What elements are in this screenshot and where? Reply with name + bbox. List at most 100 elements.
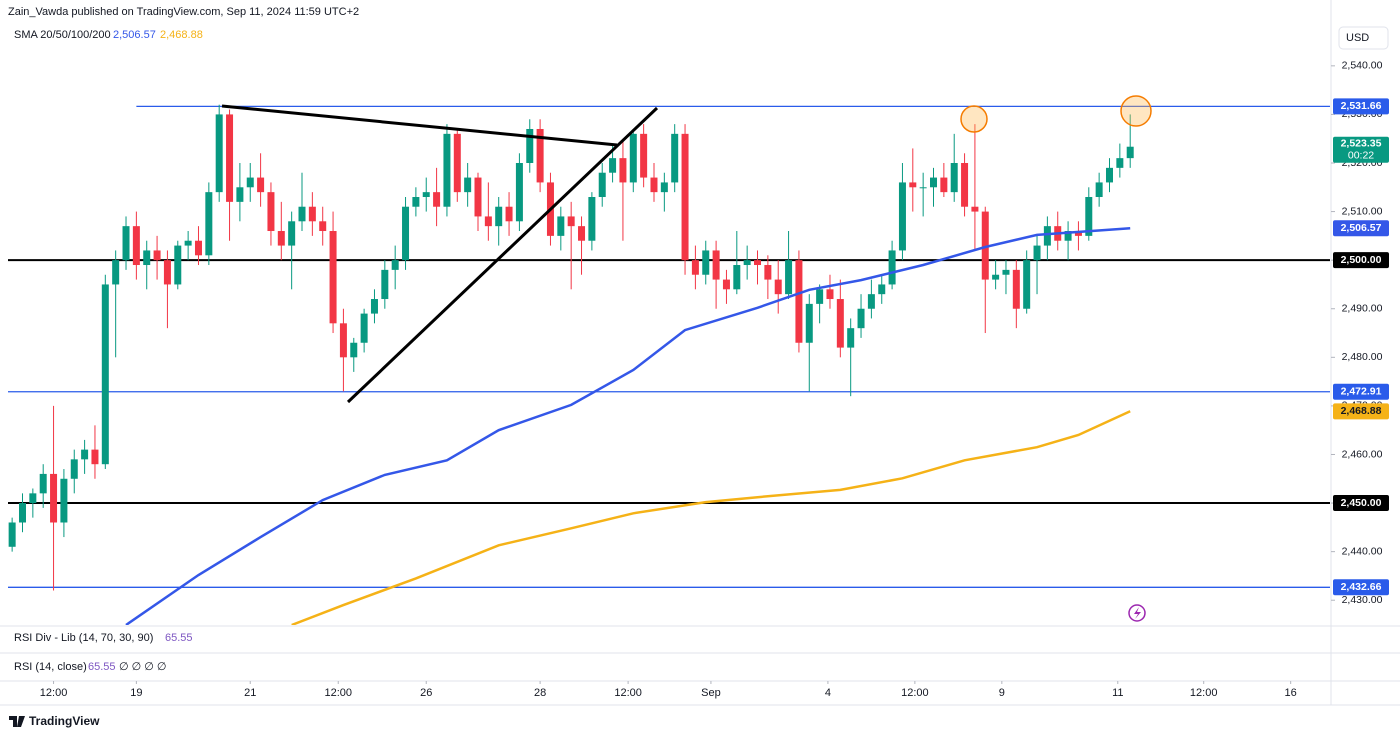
candles [8, 104, 1134, 591]
candle-body [847, 328, 855, 348]
candle-body [609, 158, 617, 173]
candle-body [505, 206, 513, 222]
candle-body [743, 260, 751, 266]
x-tick-label: 12:00 [901, 687, 929, 699]
trend-line [221, 104, 618, 147]
x-tick-label: 28 [534, 687, 546, 699]
x-tick-label: 11 [1112, 687, 1123, 699]
candle-body [412, 197, 420, 207]
x-tick-label: 9 [999, 687, 1005, 699]
y-axis: 2,430.002,440.002,450.002,460.002,470.00… [1331, 60, 1389, 606]
candle-body [495, 206, 503, 227]
alert-icon[interactable] [1128, 604, 1146, 622]
rsi-div-value: 65.55 [165, 632, 193, 644]
currency-box[interactable] [1338, 26, 1389, 50]
y-tick-label: 2,490.00 [1342, 303, 1383, 315]
price-tag-label: 2,468.88 [1341, 405, 1382, 417]
candle-body [163, 260, 171, 285]
candle-body [391, 260, 399, 270]
sma-line [125, 226, 1131, 625]
candle-body [671, 133, 679, 183]
rsi-div-name: RSI Div - Lib (14, 70, 30, 90) [14, 632, 153, 644]
y-tick-label: 2,440.00 [1342, 545, 1383, 557]
price-tag [1333, 98, 1389, 115]
candle-body [1023, 260, 1031, 309]
candle-body [567, 216, 575, 227]
price-tag-label: 2,506.57 [1341, 222, 1382, 234]
candle-body [981, 211, 989, 280]
publisher: Zain_Vawda published on TradingView.com,… [8, 6, 359, 18]
price-tag [1333, 252, 1389, 269]
last-price-tag [1333, 136, 1389, 163]
candle-body [950, 162, 958, 193]
candle-body [878, 284, 886, 295]
candle-body [288, 221, 296, 246]
candle-body [1033, 245, 1041, 261]
candle-body [453, 133, 461, 193]
candle-body [298, 206, 306, 222]
x-tick-label: 16 [1285, 687, 1297, 699]
candle-body [826, 289, 834, 300]
candle-body [619, 158, 627, 183]
x-tick-label: 19 [130, 687, 142, 699]
candle-body [660, 182, 668, 193]
candle-body [857, 308, 865, 329]
x-tick-label: Sep [701, 687, 721, 699]
candle-body [1002, 269, 1010, 275]
x-axis: 12:00 19 21 12:00 26 28 12:00 Sep 4 12:00 9 11 12:00… [40, 681, 1297, 699]
x-tick-label: 12:00 [324, 687, 352, 699]
candle-body [930, 177, 938, 188]
candle-body [971, 206, 979, 212]
rsi-value: 65.55 [88, 661, 116, 673]
candle-body [422, 192, 430, 198]
candle-body [1012, 269, 1020, 309]
candle-body [370, 299, 378, 314]
alert-icon-bolt [1134, 607, 1141, 619]
candle-body [433, 192, 441, 207]
candle-body [474, 177, 482, 217]
highlight-circle [1120, 95, 1152, 127]
x-tick-label: 12:00 [40, 687, 68, 699]
x-tick-label: 21 [244, 687, 256, 699]
y-tick-label: 2,540.00 [1342, 60, 1383, 72]
price-tag-label: 2,472.91 [1341, 386, 1382, 398]
candle-body [215, 114, 223, 193]
price-tag [1333, 495, 1389, 512]
candle-body [992, 274, 1000, 280]
x-tick-label: 26 [420, 687, 432, 699]
candle-body [774, 279, 782, 295]
candle-body [785, 260, 793, 295]
candle-body [733, 265, 741, 290]
candle-body [267, 192, 275, 232]
candle-body [681, 133, 689, 261]
countdown: 00:22 [1348, 150, 1374, 162]
indicator-value: 2,506.57 [113, 29, 156, 41]
candle-body [588, 197, 596, 241]
candle-body [898, 182, 906, 251]
candle-body [319, 221, 327, 232]
candle-body [940, 177, 948, 193]
candle-body [132, 226, 140, 266]
candle-body [557, 216, 565, 236]
candle-body [1085, 197, 1093, 236]
y-tick-label: 2,510.00 [1342, 205, 1383, 217]
candle-body [1043, 226, 1051, 246]
candle-body [650, 177, 658, 193]
candle-body [867, 294, 875, 309]
rsi-extra: ∅ ∅ ∅ ∅ [119, 661, 167, 673]
candle-body [339, 323, 347, 358]
candle-body [174, 245, 182, 285]
candle-body [1074, 231, 1082, 236]
candle-body [640, 133, 648, 178]
candle-body [39, 473, 47, 494]
candle-body [277, 231, 285, 246]
x-tick-label: 12:00 [1190, 687, 1218, 699]
candle-body [961, 162, 969, 207]
levels [8, 105, 1330, 588]
candle-body [329, 231, 337, 324]
candle-body [816, 289, 824, 304]
candle-body [764, 265, 772, 280]
candle-body [81, 449, 89, 460]
candle-body [18, 503, 26, 523]
